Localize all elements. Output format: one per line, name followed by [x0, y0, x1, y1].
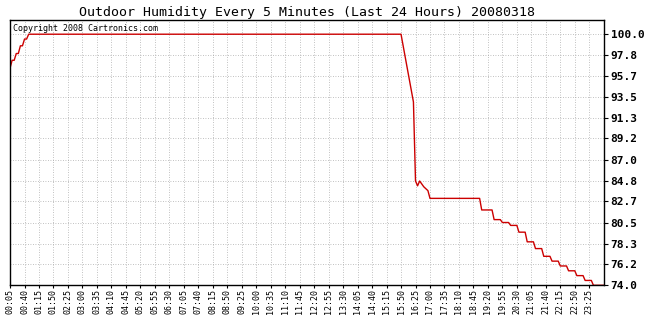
- Title: Outdoor Humidity Every 5 Minutes (Last 24 Hours) 20080318: Outdoor Humidity Every 5 Minutes (Last 2…: [79, 5, 535, 19]
- Text: Copyright 2008 Cartronics.com: Copyright 2008 Cartronics.com: [13, 24, 158, 33]
